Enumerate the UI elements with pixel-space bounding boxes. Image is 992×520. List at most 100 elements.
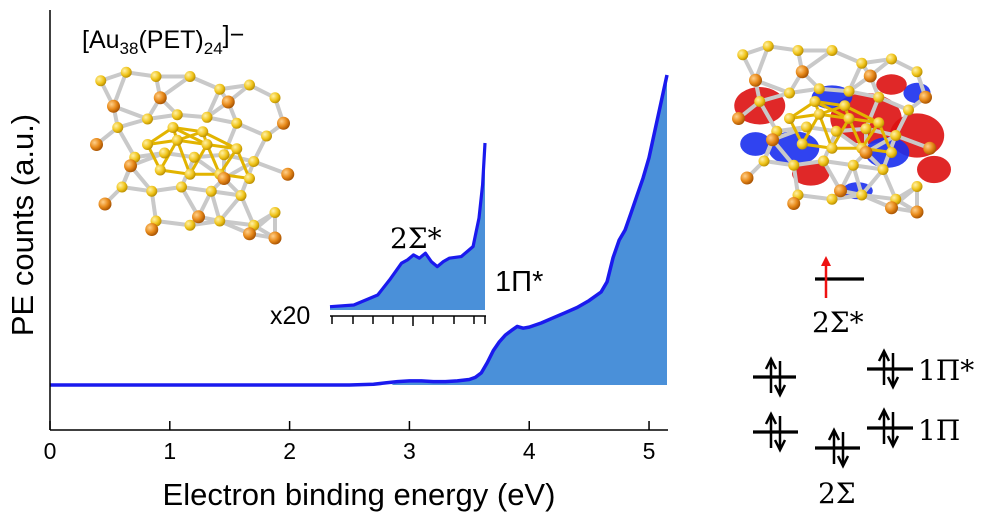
sulfur-atom <box>268 231 282 245</box>
title-part-base: [Au <box>82 26 120 54</box>
gold-atom <box>176 181 187 193</box>
sulfur-atom <box>859 146 873 159</box>
sulfur-atom <box>221 95 235 109</box>
main-plot: 0 1 2 3 4 5 Electron binding energy (eV) PE c… <box>5 10 669 512</box>
gold-atom <box>788 159 800 171</box>
bond <box>222 122 239 156</box>
sulfur-atom <box>766 133 779 147</box>
gold-atom <box>809 96 821 107</box>
gold-atom <box>801 121 812 133</box>
spin-up-arrowhead <box>821 256 831 266</box>
gold-atom <box>873 91 885 103</box>
gold-atom <box>231 117 243 129</box>
spin-up-arrow <box>877 348 891 385</box>
gold-atom <box>154 164 166 176</box>
x-tick-label: 3 <box>403 438 416 464</box>
label-2sigma: 2Σ <box>818 477 856 510</box>
gold-atom <box>762 40 774 52</box>
gold-atom <box>201 139 213 150</box>
gold-atom <box>248 156 260 167</box>
annotation-2sigma-star: 2Σ* <box>390 222 442 255</box>
electron-pair-arrows <box>764 348 900 469</box>
x-tick-label: 1 <box>163 438 176 464</box>
gold-atom <box>120 66 132 78</box>
gold-atom <box>847 159 859 171</box>
sulfur-atom <box>277 116 290 130</box>
gold-bond <box>175 139 192 175</box>
gold-atom <box>142 139 153 150</box>
inset-fill <box>330 143 485 310</box>
spin-up-arrow <box>877 407 891 444</box>
sulfur-atom <box>153 91 167 105</box>
annotation-1pi-star: 1Π* <box>495 266 543 298</box>
gold-atom <box>873 117 885 129</box>
sulfur-atom <box>732 112 745 125</box>
gold-atom <box>784 113 795 124</box>
gold-atom <box>758 155 770 167</box>
chart-title: [Au38(PET)24]− <box>82 21 244 58</box>
bond <box>864 96 881 130</box>
sulfur-atom <box>885 201 898 215</box>
sulfur-atom <box>919 90 932 104</box>
gold-bond <box>814 100 850 120</box>
spectrum-line <box>50 74 669 387</box>
gold-atom <box>184 219 196 231</box>
orbital-lobe <box>792 161 830 186</box>
title-part-sub2: 24 <box>204 39 223 58</box>
orbital-isosurface-image <box>732 40 951 219</box>
orbital-lobe <box>876 74 907 95</box>
gold-atom <box>754 96 766 107</box>
sulfur-atom <box>740 171 754 185</box>
title-part-mid: (PET) <box>138 26 203 54</box>
bond <box>155 219 191 228</box>
gold-atom <box>235 190 247 201</box>
gold-atom <box>826 45 838 56</box>
gold-atom <box>197 126 209 138</box>
sulfur-atom <box>145 223 159 236</box>
inset-multiplier-label: x20 <box>270 302 310 330</box>
gold-atom <box>146 185 158 197</box>
gold-atom <box>813 83 825 95</box>
spin-down-arrow <box>773 361 787 398</box>
gold-atom <box>796 138 808 150</box>
gold-atom <box>818 155 829 167</box>
gold-atom <box>244 173 255 184</box>
spin-up-arrow <box>764 356 778 393</box>
sulfur-atom <box>90 138 103 151</box>
gold-atom <box>205 185 217 197</box>
sulfur-atom <box>834 184 847 198</box>
gold-bond <box>202 130 238 151</box>
x-axis-label: Electron binding energy (eV) <box>163 477 556 512</box>
gold-atom <box>269 92 281 104</box>
sulfur-atom <box>281 167 295 181</box>
orbital-lobe <box>768 131 820 166</box>
x-tick-label: 5 <box>643 438 656 464</box>
spin-up-arrow <box>764 411 778 448</box>
label-1pi-star: 1Π* <box>918 354 974 387</box>
gold-atom <box>843 113 855 124</box>
gold-atom <box>826 142 838 154</box>
label-2sigma-star: 2Σ* <box>812 306 864 339</box>
inset-plot: x20 2Σ* <box>270 142 487 330</box>
x-tick-label: 0 <box>44 438 57 464</box>
orbital-lobe <box>740 132 771 156</box>
sulfur-atom <box>192 210 205 224</box>
spectrum-fill <box>391 75 667 385</box>
bond <box>860 168 885 197</box>
gold-atom <box>244 79 255 91</box>
sulfur-atom <box>98 197 112 211</box>
gold-atom <box>903 104 914 116</box>
gold-atom <box>792 45 804 56</box>
sulfur-atom <box>217 172 231 185</box>
gold-atom <box>784 87 795 99</box>
gold-bond <box>172 126 208 146</box>
title-part-sub1: 38 <box>120 39 139 58</box>
gold-atom <box>886 147 897 158</box>
gold-atom <box>261 130 272 142</box>
label-1pi: 1Π <box>918 414 960 447</box>
sulfur-atom <box>749 73 762 87</box>
orbital-lobe <box>917 155 951 184</box>
gold-atom <box>911 66 923 78</box>
gold-atom <box>813 108 825 120</box>
